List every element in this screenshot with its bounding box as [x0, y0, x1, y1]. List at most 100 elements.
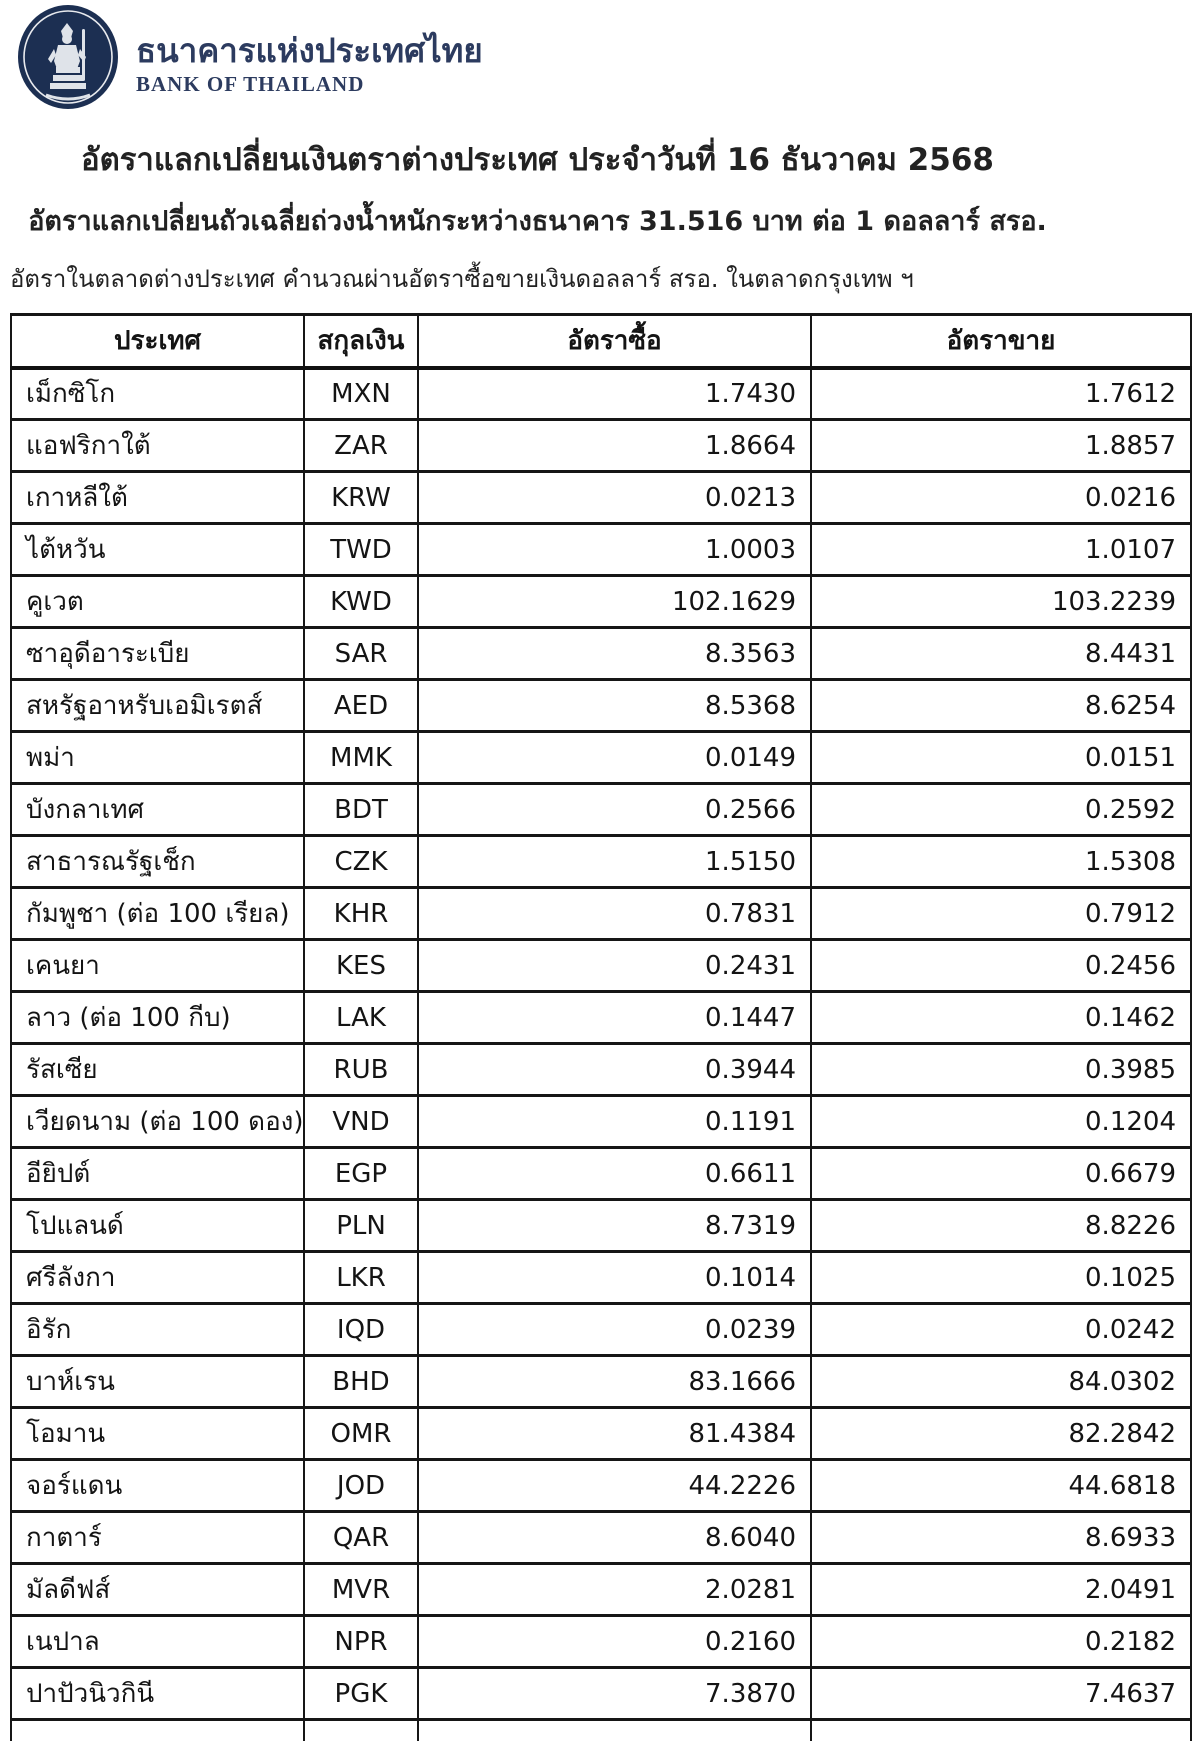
empty-cell	[417, 1718, 812, 1741]
buy-cell: 0.0213	[417, 470, 812, 525]
currency-cell: VND	[303, 1094, 419, 1149]
sell-cell: 0.3985	[810, 1042, 1192, 1097]
country-cell: คูเวต	[10, 574, 305, 629]
currency-cell: JOD	[303, 1458, 419, 1513]
buy-cell: 1.8664	[417, 418, 812, 473]
table-row-clipped	[10, 1718, 1192, 1741]
country-cell: พม่า	[10, 730, 305, 785]
currency-cell: ZAR	[303, 418, 419, 473]
column-header-currency: สกุลเงิน	[303, 313, 419, 370]
sell-cell: 0.7912	[810, 886, 1192, 941]
buy-cell: 1.0003	[417, 522, 812, 577]
country-cell: ซาอุดีอาระเบีย	[10, 626, 305, 681]
currency-cell: RUB	[303, 1042, 419, 1097]
buy-cell: 0.0239	[417, 1302, 812, 1357]
table-row: เกาหลีใต้ KRW 0.0213 0.0216	[10, 470, 1192, 525]
buy-cell: 0.1014	[417, 1250, 812, 1305]
table-row: กาตาร์ QAR 8.6040 8.6933	[10, 1510, 1192, 1565]
currency-cell: LAK	[303, 990, 419, 1045]
currency-cell: MVR	[303, 1562, 419, 1617]
buy-cell: 7.3870	[417, 1666, 812, 1721]
buy-cell: 8.3563	[417, 626, 812, 681]
brand-header: ธนาคารแห่งประเทศไทย BANK OF THAILAND	[0, 0, 1200, 110]
sell-cell: 1.0107	[810, 522, 1192, 577]
country-cell: อิรัก	[10, 1302, 305, 1357]
sell-cell: 0.2456	[810, 938, 1192, 993]
table-row: อียิปต์ EGP 0.6611 0.6679	[10, 1146, 1192, 1201]
currency-cell: KHR	[303, 886, 419, 941]
bank-name-english: BANK OF THAILAND	[136, 71, 365, 96]
sell-cell: 8.6933	[810, 1510, 1192, 1565]
country-cell: เกาหลีใต้	[10, 470, 305, 525]
buy-cell: 0.2431	[417, 938, 812, 993]
buy-cell: 0.1447	[417, 990, 812, 1045]
sell-cell: 0.2592	[810, 782, 1192, 837]
country-cell: บาห์เรน	[10, 1354, 305, 1409]
table-row: ซาอุดีอาระเบีย SAR 8.3563 8.4431	[10, 626, 1192, 681]
buy-cell: 8.7319	[417, 1198, 812, 1253]
country-cell: เม็กซิโก	[10, 366, 305, 421]
table-row: ปาปัวนิวกินี PGK 7.3870 7.4637	[10, 1666, 1192, 1721]
sell-cell: 8.6254	[810, 678, 1192, 733]
empty-cell	[810, 1718, 1192, 1741]
country-cell: ไต้หวัน	[10, 522, 305, 577]
country-cell: สาธารณรัฐเช็ก	[10, 834, 305, 889]
table-row: มัลดีฟส์ MVR 2.0281 2.0491	[10, 1562, 1192, 1617]
sell-cell: 103.2239	[810, 574, 1192, 629]
sell-cell: 7.4637	[810, 1666, 1192, 1721]
currency-cell: AED	[303, 678, 419, 733]
currency-cell: OMR	[303, 1406, 419, 1461]
table-row: กัมพูชา (ต่อ 100 เรียล) KHR 0.7831 0.7912	[10, 886, 1192, 941]
buy-cell: 81.4384	[417, 1406, 812, 1461]
sell-cell: 0.0242	[810, 1302, 1192, 1357]
country-cell: สหรัฐอาหรับเอมิเรตส์	[10, 678, 305, 733]
buy-cell: 0.0149	[417, 730, 812, 785]
sell-cell: 0.1204	[810, 1094, 1192, 1149]
buy-cell: 2.0281	[417, 1562, 812, 1617]
country-cell: อียิปต์	[10, 1146, 305, 1201]
currency-cell: NPR	[303, 1614, 419, 1669]
sell-cell: 1.8857	[810, 418, 1192, 473]
currency-cell: MMK	[303, 730, 419, 785]
country-cell: ลาว (ต่อ 100 กีบ)	[10, 990, 305, 1045]
country-cell: จอร์แดน	[10, 1458, 305, 1513]
country-cell: บังกลาเทศ	[10, 782, 305, 837]
exchange-rate-table: ประเทศ สกุลเงิน อัตราซื้อ อัตราขาย เม็กซ…	[10, 313, 1192, 1741]
currency-cell: LKR	[303, 1250, 419, 1305]
sell-cell: 1.7612	[810, 366, 1192, 421]
country-cell: มัลดีฟส์	[10, 1562, 305, 1617]
sell-cell: 2.0491	[810, 1562, 1192, 1617]
sell-cell: 8.4431	[810, 626, 1192, 681]
currency-cell: CZK	[303, 834, 419, 889]
table-row: รัสเซีย RUB 0.3944 0.3985	[10, 1042, 1192, 1097]
page-subtitle: อัตราแลกเปลี่ยนถัวเฉลี่ยถ่วงน้ำหนักระหว่…	[28, 206, 1047, 237]
country-cell: ปาปัวนิวกินี	[10, 1666, 305, 1721]
sell-cell: 8.8226	[810, 1198, 1192, 1253]
country-cell: เคนยา	[10, 938, 305, 993]
currency-cell: KWD	[303, 574, 419, 629]
empty-cell	[10, 1718, 305, 1741]
country-cell: รัสเซีย	[10, 1042, 305, 1097]
currency-cell: KRW	[303, 470, 419, 525]
brand-names: ธนาคารแห่งประเทศไทย BANK OF THAILAND	[136, 17, 483, 96]
sell-cell: 0.6679	[810, 1146, 1192, 1201]
currency-cell: BHD	[303, 1354, 419, 1409]
table-row: เคนยา KES 0.2431 0.2456	[10, 938, 1192, 993]
bank-name-thai: ธนาคารแห่งประเทศไทย	[136, 31, 483, 71]
sell-cell: 0.0151	[810, 730, 1192, 785]
currency-cell: QAR	[303, 1510, 419, 1565]
table-row: พม่า MMK 0.0149 0.0151	[10, 730, 1192, 785]
table-row: อิรัก IQD 0.0239 0.0242	[10, 1302, 1192, 1357]
buy-cell: 0.3944	[417, 1042, 812, 1097]
table-row: สาธารณรัฐเช็ก CZK 1.5150 1.5308	[10, 834, 1192, 889]
table-row: ไต้หวัน TWD 1.0003 1.0107	[10, 522, 1192, 577]
buy-cell: 83.1666	[417, 1354, 812, 1409]
currency-cell: MXN	[303, 366, 419, 421]
country-cell: กาตาร์	[10, 1510, 305, 1565]
table-row: แอฟริกาใต้ ZAR 1.8664 1.8857	[10, 418, 1192, 473]
country-cell: โอมาน	[10, 1406, 305, 1461]
table-row: เม็กซิโก MXN 1.7430 1.7612	[10, 366, 1192, 421]
table-row: บาห์เรน BHD 83.1666 84.0302	[10, 1354, 1192, 1409]
table-row: จอร์แดน JOD 44.2226 44.6818	[10, 1458, 1192, 1513]
country-cell: เนปาล	[10, 1614, 305, 1669]
